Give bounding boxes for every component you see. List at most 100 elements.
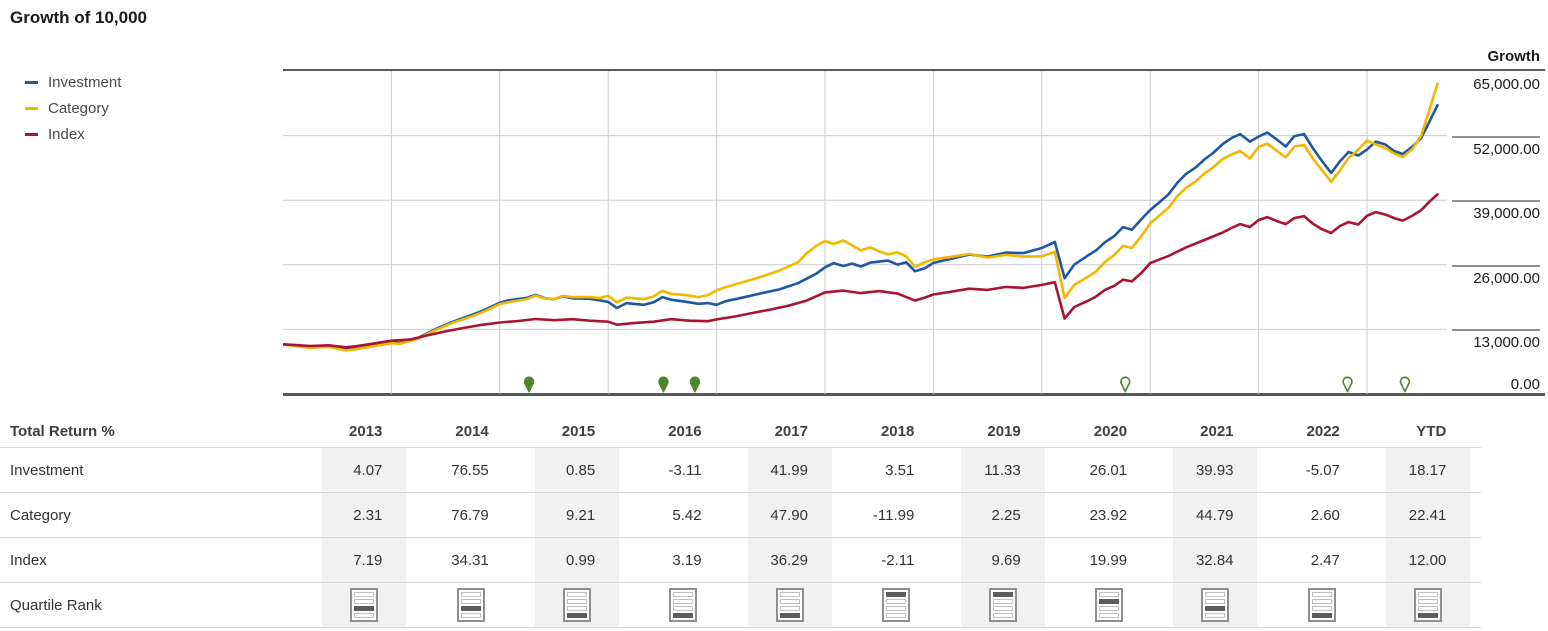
- quartile-band: [886, 599, 907, 604]
- quartile-rank-icon-q4[interactable]: [562, 588, 591, 622]
- growth-axis-tick-label: 0.00: [1510, 376, 1540, 393]
- table-header-year-2022: 2022: [1306, 422, 1340, 440]
- table-cell: -11.99: [872, 506, 915, 524]
- quartile-band: [779, 606, 800, 611]
- quartile-band: [354, 606, 375, 611]
- table-cell: 0.99: [523, 538, 631, 582]
- quartile-band: [1098, 592, 1119, 597]
- quartile-rank-icon-q4[interactable]: [669, 588, 698, 622]
- total-return-table: Total Return % 2013 2014 2015 2016 2017 2018 20…: [0, 415, 1482, 628]
- quartile-band: [1311, 613, 1332, 618]
- table-cell: 2.60: [1310, 506, 1340, 524]
- event-pin-open[interactable]: [1120, 376, 1131, 393]
- event-pin-filled[interactable]: [658, 376, 669, 393]
- growth-axis-tick: 26,000.00: [1452, 264, 1540, 287]
- table-cell: 2.31: [311, 493, 418, 537]
- growth-axis-tick: 0.00: [1452, 373, 1540, 393]
- quartile-rank-icon-q4[interactable]: [1414, 588, 1443, 622]
- quartile-rank-icon-q3[interactable]: [350, 588, 379, 622]
- table-header-year-2019: 2019: [987, 422, 1021, 440]
- legend-item-index[interactable]: Index: [25, 121, 121, 147]
- legend-label: Category: [48, 99, 109, 117]
- quartile-band: [1098, 606, 1119, 611]
- quartile-rank-icon-q3[interactable]: [456, 588, 485, 622]
- event-pin-filled[interactable]: [689, 376, 701, 393]
- series-line-investment: [283, 103, 1439, 352]
- quartile-rank-icon-q2[interactable]: [1094, 588, 1123, 622]
- quartile-band: [566, 592, 587, 597]
- quartile-band: [566, 613, 587, 618]
- quartile-rank-icon-q1[interactable]: [988, 588, 1017, 622]
- quartile-rank-icon-q1[interactable]: [882, 588, 911, 622]
- growth-axis-tick-label: 52,000.00: [1473, 140, 1540, 158]
- quartile-band: [1311, 599, 1332, 604]
- legend-item-investment[interactable]: Investment: [25, 69, 121, 95]
- table-cell: 3.19: [672, 551, 702, 569]
- table-header-year-ytd: YTD: [1416, 422, 1447, 440]
- table-cell: [843, 583, 949, 627]
- quartile-band: [460, 606, 481, 611]
- quartile-band: [779, 599, 800, 604]
- quartile-band: [1205, 599, 1226, 604]
- table-header-year-2013: 2013: [349, 422, 383, 440]
- table-cell: 0.85: [523, 448, 631, 492]
- table-cell: [311, 583, 418, 627]
- quartile-band: [1098, 613, 1119, 618]
- event-pin-open[interactable]: [1399, 376, 1411, 393]
- quartile-band: [779, 592, 800, 597]
- legend-label: Investment: [48, 73, 122, 91]
- table-cell: 18.17: [1374, 448, 1482, 492]
- quartile-band: [673, 599, 694, 604]
- table-cell: 5.42: [672, 506, 702, 524]
- legend-swatch-investment: [25, 80, 38, 84]
- quartile-band: [992, 599, 1013, 604]
- legend-item-category[interactable]: Category: [25, 95, 121, 121]
- table-cell: [949, 583, 1056, 627]
- table-header-year-2017: 2017: [774, 422, 808, 440]
- table-cell: 3.51: [885, 461, 915, 479]
- quartile-band: [1418, 613, 1439, 618]
- series-line-category: [283, 82, 1439, 352]
- quartile-band: [460, 613, 481, 618]
- quartile-rank-icon-q4[interactable]: [775, 588, 804, 622]
- quartile-band: [1418, 599, 1439, 604]
- table-header-year-2018: 2018: [880, 422, 915, 440]
- table-cell: 2.47: [1310, 551, 1340, 569]
- table-cell: 2.25: [949, 493, 1056, 537]
- quartile-band: [354, 592, 375, 597]
- quartile-rank-icon-q4[interactable]: [1307, 588, 1336, 622]
- table-cell: 7.19: [311, 538, 418, 582]
- table-cell: 44.79: [1162, 493, 1269, 537]
- row-label-category: Category: [10, 506, 71, 524]
- legend-swatch-category: [25, 106, 38, 110]
- growth-axis-tick-label: 26,000.00: [1473, 269, 1540, 287]
- table-header-row: Total Return % 2013 2014 2015 2016 2017 2018 20…: [0, 415, 1481, 448]
- quartile-band: [354, 599, 375, 604]
- table-cell: -2.11: [881, 551, 915, 569]
- table-cell: 76.79: [451, 506, 489, 524]
- growth-axis-tick: 39,000.00: [1452, 200, 1540, 222]
- growth-axis-tick-label: 65,000.00: [1473, 76, 1540, 93]
- quartile-rank-icon-q3[interactable]: [1201, 588, 1230, 622]
- quartile-band: [992, 592, 1013, 597]
- table-cell: 22.41: [1374, 493, 1482, 537]
- row-label-investment: Investment: [10, 461, 84, 479]
- event-pin-open[interactable]: [1342, 376, 1353, 393]
- event-pin-filled[interactable]: [523, 376, 535, 393]
- row-label-quartile-rank: Quartile Rank: [10, 596, 102, 614]
- growth-axis-tick: 13,000.00: [1452, 329, 1540, 351]
- quartile-band: [1205, 613, 1226, 618]
- table-row-index: Index 7.19 34.31 0.99 3.19 36.29 -2.11 9.69 19.9…: [0, 538, 1482, 583]
- page-title: Growth of 10,000: [10, 8, 147, 27]
- table-cell: [1056, 583, 1162, 627]
- quartile-band: [1311, 592, 1332, 597]
- table-cell: [736, 583, 843, 627]
- growth-axis-tick: 65,000.00: [1452, 73, 1540, 93]
- table-row-category: Category 2.31 76.79 9.21 5.42 47.90 -11.99 2.25…: [0, 493, 1482, 538]
- table-cell: 12.00: [1374, 538, 1482, 582]
- table-cell: 23.92: [1089, 506, 1128, 524]
- row-label-index: Index: [10, 551, 47, 569]
- quartile-band: [1205, 606, 1226, 611]
- series-line-index: [283, 193, 1439, 349]
- table-cell: [630, 583, 736, 627]
